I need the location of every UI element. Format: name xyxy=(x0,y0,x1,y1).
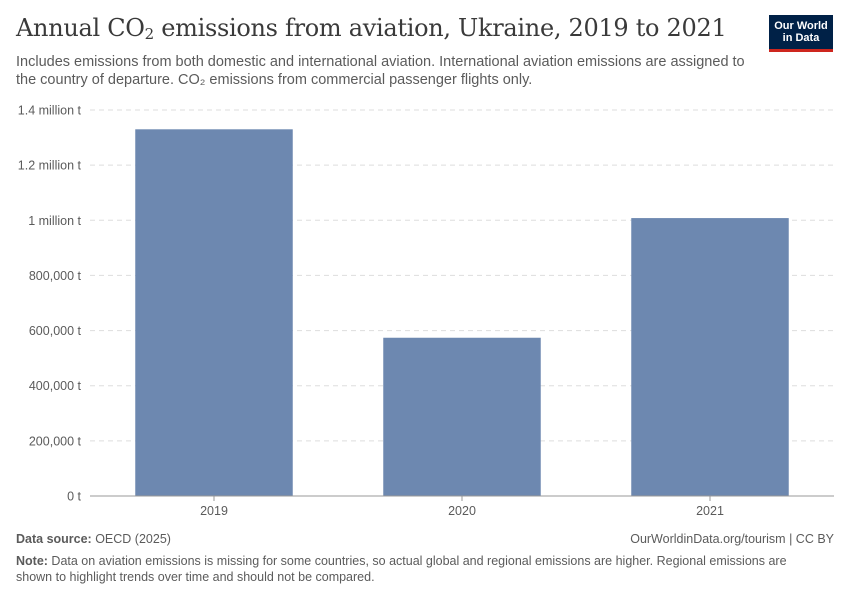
y-tick-label: 1 million t xyxy=(28,214,81,228)
note-label: Note: xyxy=(16,554,48,568)
chart-title: Annual CO2 emissions from aviation, Ukra… xyxy=(16,14,727,43)
chart-note: Note: Data on aviation emissions is miss… xyxy=(16,554,816,585)
y-tick-label: 800,000 t xyxy=(29,269,82,283)
y-tick-label: 1.2 million t xyxy=(18,159,82,173)
bar-2019 xyxy=(135,129,293,497)
credit-link[interactable]: OurWorldinData.org/tourism | CC BY xyxy=(630,532,834,546)
logo-line-1: Our World xyxy=(774,20,828,32)
x-tick-label: 2020 xyxy=(448,504,476,518)
note-value: Data on aviation emissions is missing fo… xyxy=(16,554,787,584)
bar-2021 xyxy=(631,218,789,496)
source-value[interactable]: OECD (2025) xyxy=(91,532,171,546)
logo-line-2: in Data xyxy=(782,32,820,44)
y-tick-label: 600,000 t xyxy=(29,324,82,338)
chart-subtitle: Includes emissions from both domestic an… xyxy=(16,54,745,88)
x-tick-label: 2021 xyxy=(696,504,724,518)
y-tick-label: 1.4 million t xyxy=(18,104,82,118)
title-rest: emissions from aviation, Ukraine, 2019 t… xyxy=(153,14,727,42)
source-label: Data source: xyxy=(16,532,92,546)
owid-logo[interactable]: Our World in Data xyxy=(769,15,833,52)
data-source: Data source: OECD (2025) xyxy=(16,532,171,546)
bar-2020 xyxy=(383,337,541,496)
bar-chart: 0 t 200,000 t 400,000 t 600,000 t 800,000 t 1… xyxy=(18,104,834,518)
title-main: Annual CO xyxy=(16,14,145,42)
y-tick-label: 400,000 t xyxy=(29,379,82,393)
title-subscript: 2 xyxy=(144,25,155,43)
y-tick-label: 0 t xyxy=(67,490,81,504)
x-tick-label: 2019 xyxy=(200,504,228,518)
y-tick-label: 200,000 t xyxy=(29,434,82,448)
